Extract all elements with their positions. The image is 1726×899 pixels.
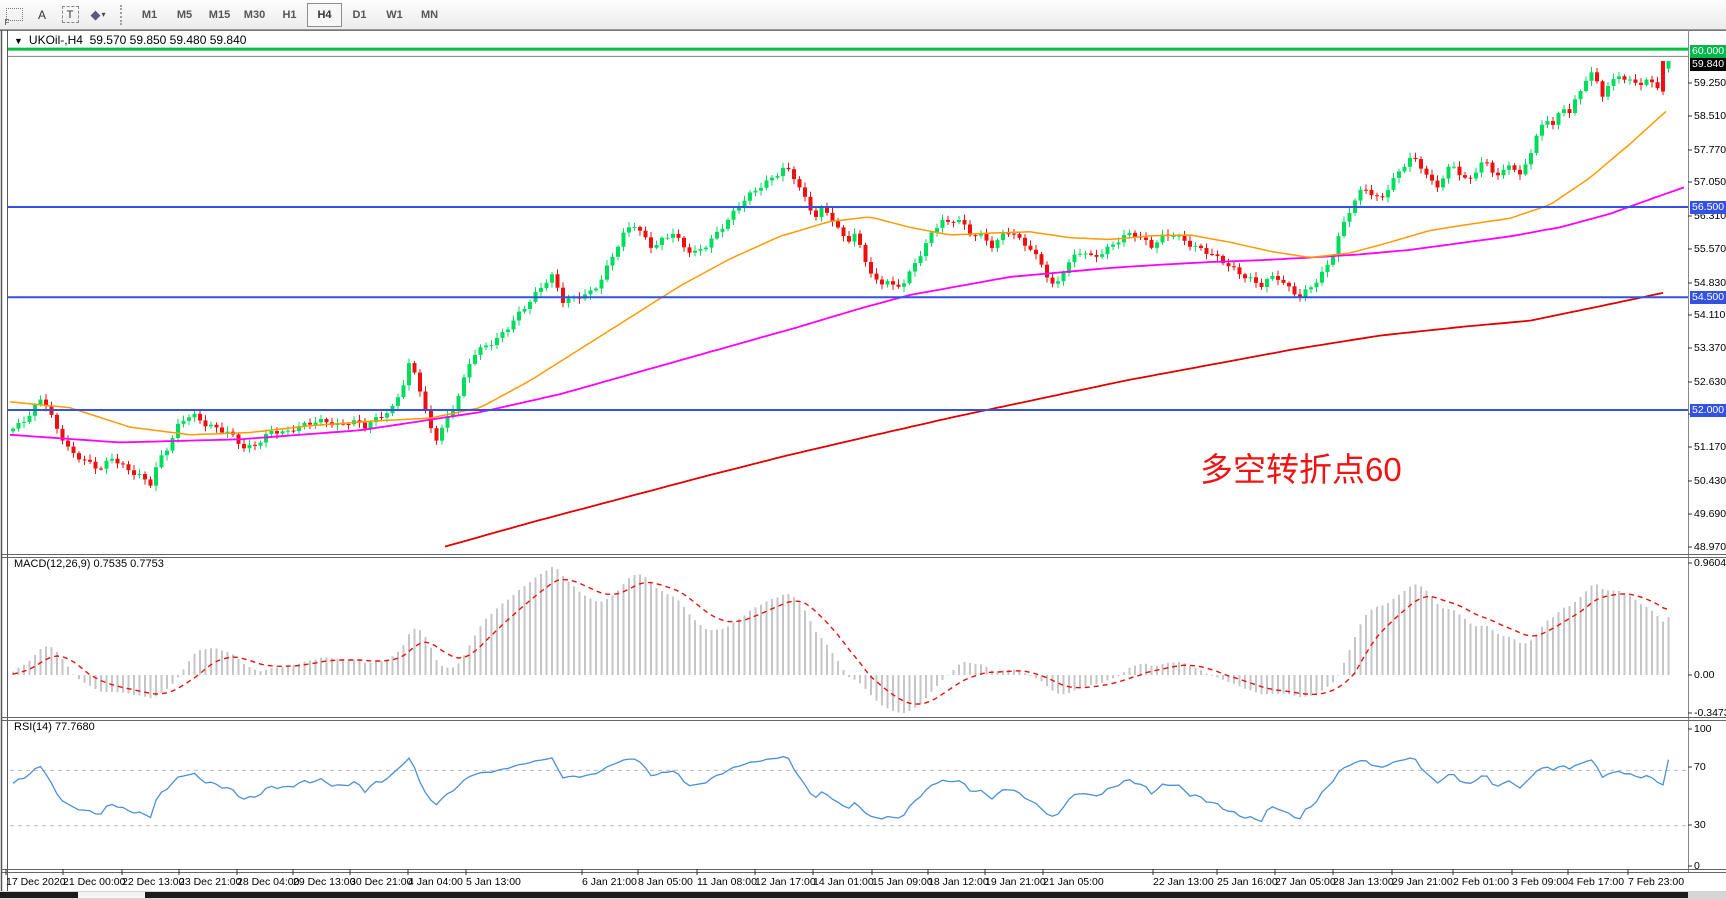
font-a-button[interactable]: A [37, 7, 46, 22]
time-axis-label: 15 Jan 09:00 [872, 876, 933, 888]
time-axis-label: 25 Jan 16:00 [1217, 876, 1278, 888]
chart-window: ▼ UKOil-,H4 59.570 59.850 59.480 59.840 M… [0, 30, 1726, 899]
time-axis-label: 29 Jan 21:00 [1392, 876, 1453, 888]
time-axis-label: 27 Jan 05:00 [1275, 876, 1336, 888]
time-axis-label: 22 Jan 13:00 [1153, 876, 1214, 888]
toolbar-grip [120, 4, 127, 25]
price-tick-label: 51.170 [1694, 441, 1726, 453]
price-tick-label: 53.370 [1694, 342, 1726, 354]
chart-title: ▼ UKOil-,H4 59.570 59.850 59.480 59.840 [14, 33, 246, 47]
time-axis-label: 29 Dec 13:00 [293, 876, 356, 888]
timeframe-button-m30[interactable]: M30 [243, 8, 266, 21]
text-box-icon: T [61, 6, 79, 23]
timeframe-group: M1 M5 M15 M30 H1 H4 D1 W1 MN [132, 2, 447, 27]
time-axis-label: 8 Jan 05:00 [638, 876, 693, 888]
time-axis-label: 12 Jan 17:00 [755, 876, 816, 888]
timeframe-button-d1[interactable]: D1 [352, 8, 367, 21]
time-axis-label: 19 Jan 21:00 [985, 876, 1046, 888]
timeframe-button-h4[interactable]: H4 [307, 2, 342, 27]
time-axis-label: 28 Jan 13:00 [1333, 876, 1394, 888]
rsi-axis-label: 100 [1694, 723, 1712, 735]
macd-axis-label: 0.9604 [1694, 557, 1726, 569]
objects-icon: ◆ [90, 6, 100, 22]
price-tick-label: 54.110 [1694, 309, 1726, 321]
time-axis-label: 4 Jan 04:00 [408, 876, 463, 888]
timeframe-button-m5[interactable]: M5 [176, 8, 193, 21]
time-axis-label: 14 Jan 01:00 [813, 876, 874, 888]
price-tick-label: 54.830 [1694, 277, 1726, 289]
price-tick-label: 58.510 [1694, 110, 1726, 122]
time-axis-label: 5 Jan 13:00 [466, 876, 521, 888]
chart-canvas[interactable] [0, 30, 1726, 899]
time-axis-label: 21 Dec 00:00 [63, 876, 126, 888]
toolbar: F A T ◆ ▾ M1 M5 M15 M30 H1 H4 D1 W1 MN [0, 0, 1726, 30]
time-axis-label: 2 Feb 01:00 [1453, 876, 1510, 888]
price-badge-59.840: 59.840 [1690, 58, 1726, 71]
macd-axis-label: -0.3473 [1694, 707, 1726, 719]
price-tick-label: 59.250 [1694, 77, 1726, 89]
price-tick-label: 52.630 [1694, 376, 1726, 388]
ohlc-quote: 59.570 59.850 59.480 59.840 [89, 33, 247, 47]
rsi-value: 77.7680 [54, 721, 95, 733]
price-tick-label: 48.970 [1694, 541, 1726, 553]
timeframe-button-w1[interactable]: W1 [386, 8, 403, 21]
time-axis-label: 3 Feb 09:00 [1512, 876, 1569, 888]
macd-values: 0.7535 0.7753 [93, 558, 164, 570]
rsi-name: RSI(14) [14, 721, 52, 733]
rsi-axis-label: 0 [1694, 860, 1700, 872]
text-label-button[interactable]: T [57, 4, 83, 26]
time-axis-label: 23 Dec 21:00 [179, 876, 242, 888]
period-separators-button[interactable]: F [1, 4, 27, 27]
chevron-down-icon: ▾ [101, 10, 106, 19]
rsi-axis-label: 70 [1694, 761, 1706, 773]
time-axis-label: 7 Feb 23:00 [1628, 876, 1685, 888]
time-axis-label: 18 Jan 12:00 [928, 876, 989, 888]
grid-icon: F [5, 8, 23, 27]
price-tick-label: 49.690 [1694, 508, 1726, 520]
rsi-indicator-label: RSI(14) 77.7680 [14, 721, 95, 733]
rsi-axis-label: 30 [1694, 819, 1706, 831]
macd-name: MACD(12,26,9) [14, 558, 91, 570]
price-tick-label: 57.770 [1694, 144, 1726, 156]
price-badge-52.000: 52.000 [1690, 404, 1726, 417]
timeframe-button-m15[interactable]: M15 [208, 8, 231, 21]
time-axis-label: 30 Dec 21:00 [350, 876, 413, 888]
time-axis-label: 11 Jan 08:00 [697, 876, 757, 888]
horizontal-scrollbar[interactable] [0, 891, 1726, 899]
objects-button[interactable]: ◆ ▾ [85, 4, 111, 26]
time-axis-label: 28 Dec 04:00 [237, 876, 300, 888]
hscroll-segment[interactable] [0, 892, 78, 898]
price-tick-label: 55.570 [1694, 243, 1726, 255]
macd-axis-label: 0.00 [1694, 669, 1715, 681]
price-tick-label: 57.050 [1694, 176, 1726, 188]
time-axis-label: 4 Feb 17:00 [1568, 876, 1625, 888]
symbol-dropdown-icon[interactable]: ▼ [14, 36, 23, 46]
grid-f-label: F [4, 18, 10, 27]
price-tick-label: 50.430 [1694, 475, 1726, 487]
time-axis-label: 6 Jan 21:00 [582, 876, 637, 888]
price-badge-56.500: 56.500 [1690, 201, 1726, 214]
price-badge-54.500: 54.500 [1690, 291, 1726, 304]
hscroll-segment[interactable] [145, 892, 1688, 898]
time-axis-label: 22 Dec 13:00 [122, 876, 185, 888]
timeframe-button-mn[interactable]: MN [420, 8, 439, 21]
time-axis-label: 17 Dec 2020 [6, 876, 66, 888]
chart-text-annotation: 多空转折点60 [1200, 451, 1402, 488]
hscroll-segment[interactable] [78, 892, 145, 898]
price-badge-60.000: 60.000 [1690, 45, 1726, 58]
symbol-label: UKOil-,H4 [28, 33, 83, 47]
macd-indicator-label: MACD(12,26,9) 0.7535 0.7753 [14, 558, 164, 570]
timeframe-button-m1[interactable]: M1 [141, 8, 158, 21]
timeframe-button-h1[interactable]: H1 [282, 8, 297, 21]
time-axis-label: 21 Jan 05:00 [1043, 876, 1104, 888]
